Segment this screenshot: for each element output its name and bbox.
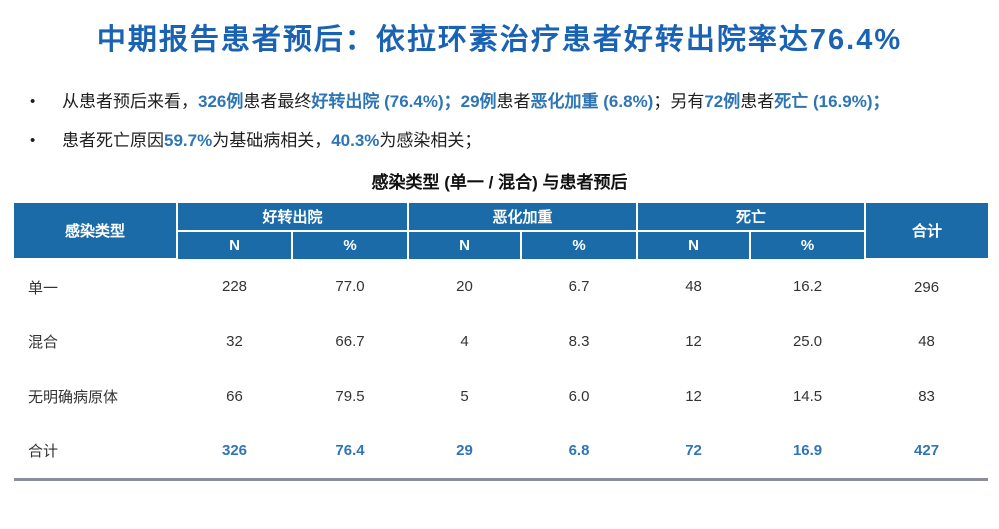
header-group-discharged: 好转出院 <box>175 203 410 232</box>
header-group-worsened: 恶化加重 <box>407 203 639 232</box>
table-row-single: 单一 228 77.0 20 6.7 48 16.2 296 <box>14 259 989 314</box>
bullet-text-death-causes: 患者死亡原因59.7%为基础病相关，40.3%为感染相关； <box>62 129 971 153</box>
header-worsened-n: N <box>407 230 523 259</box>
cell-value: 79.5 <box>292 369 409 424</box>
infection-outcome-table: 感染类型 好转出院 恶化加重 死亡 合计 N % N % N % 单一 228 … <box>14 203 989 481</box>
row-label: 单一 <box>14 259 177 314</box>
table-title: 感染类型 (单一 / 混合) 与患者预后 <box>371 173 628 192</box>
bullet-dot: • <box>30 93 36 110</box>
cell-value: 296 <box>865 259 989 314</box>
text-segment: 患者死亡原因 <box>62 131 164 150</box>
cell-value: 66 <box>177 369 292 424</box>
cell-value: 83 <box>865 369 989 424</box>
text-segment: 恶化加重 (6.8%) <box>530 92 654 111</box>
text-segment: 患者 <box>740 92 775 111</box>
cell-value-total: 29 <box>408 424 522 481</box>
text-segment: 为基础病相关， <box>212 131 332 150</box>
header-group-died: 死亡 <box>636 203 867 232</box>
cell-value: 48 <box>865 314 989 369</box>
header-died-pct: % <box>749 230 867 259</box>
header-total: 合计 <box>864 203 989 260</box>
cell-value-total: 326 <box>177 424 292 481</box>
cell-value: 32 <box>177 314 292 369</box>
cell-value: 4 <box>408 314 522 369</box>
header-worsened-pct: % <box>520 230 639 259</box>
bullet-item-outcomes: • 从患者预后来看，326例患者最终好转出院 (76.4%)；29例患者恶化加重… <box>30 90 971 114</box>
report-slide: 中期报告患者预后：依拉环素治疗患者好转出院率达76.4% • 从患者预后来看，3… <box>0 24 999 529</box>
text-segment: 为感染相关； <box>379 131 482 150</box>
cell-value: 12 <box>637 369 751 424</box>
table-row-total: 合计 326 76.4 29 6.8 72 16.9 427 <box>14 424 989 481</box>
row-label: 合计 <box>14 424 177 481</box>
header-discharged-pct: % <box>290 230 410 259</box>
header-discharged-n: N <box>176 230 293 259</box>
cell-value-total: 72 <box>637 424 751 481</box>
cell-value: 12 <box>637 314 751 369</box>
cell-value: 66.7 <box>292 314 409 369</box>
cell-value: 20 <box>408 259 522 314</box>
table-row-mixed: 混合 32 66.7 4 8.3 12 25.0 48 <box>14 314 989 369</box>
cell-value: 6.0 <box>521 369 638 424</box>
cell-value: 16.2 <box>750 259 866 314</box>
header-died-n: N <box>636 230 752 259</box>
cell-value-total: 6.8 <box>521 424 638 481</box>
cell-value: 14.5 <box>750 369 866 424</box>
bullet-dot: • <box>30 132 36 149</box>
cell-value-total: 427 <box>865 424 989 481</box>
text-segment: 患者 <box>496 92 531 111</box>
cell-value: 6.7 <box>521 259 638 314</box>
header-infection-type: 感染类型 <box>14 203 178 260</box>
table-row-no-pathogen: 无明确病原体 66 79.5 5 6.0 12 14.5 83 <box>14 369 989 424</box>
text-segment: 患者最终 <box>243 92 312 111</box>
page-title: 中期报告患者预后：依拉环素治疗患者好转出院率达76.4% <box>96 24 903 56</box>
text-segment: 72例 <box>704 92 741 111</box>
text-segment: 29例 <box>460 92 497 111</box>
bullet-list: • 从患者预后来看，326例患者最终好转出院 (76.4%)；29例患者恶化加重… <box>0 90 999 153</box>
row-label: 无明确病原体 <box>14 369 177 424</box>
cell-value: 48 <box>637 259 751 314</box>
text-segment: 59.7% <box>164 131 213 150</box>
cell-value: 228 <box>177 259 292 314</box>
table-body: 单一 228 77.0 20 6.7 48 16.2 296 混合 32 66.… <box>14 259 989 481</box>
text-segment: 40.3% <box>331 131 380 150</box>
cell-value: 77.0 <box>292 259 409 314</box>
table-header: 感染类型 好转出院 恶化加重 死亡 合计 N % N % N % <box>14 203 989 260</box>
cell-value-total: 76.4 <box>292 424 409 481</box>
bullet-item-death-causes: • 患者死亡原因59.7%为基础病相关，40.3%为感染相关； <box>30 129 971 153</box>
cell-value: 25.0 <box>750 314 866 369</box>
cell-value: 5 <box>408 369 522 424</box>
text-segment: 从患者预后来看， <box>62 92 198 111</box>
text-segment: ；另有 <box>653 92 705 111</box>
text-segment: 326例 <box>198 92 244 111</box>
bullet-text-outcomes: 从患者预后来看，326例患者最终好转出院 (76.4%)；29例患者恶化加重 (… <box>62 90 971 114</box>
cell-value-total: 16.9 <box>750 424 866 481</box>
text-segment: 好转出院 (76.4%)； <box>311 92 461 111</box>
cell-value: 8.3 <box>521 314 638 369</box>
text-segment: 死亡 (16.9%)； <box>774 92 890 111</box>
row-label: 混合 <box>14 314 177 369</box>
